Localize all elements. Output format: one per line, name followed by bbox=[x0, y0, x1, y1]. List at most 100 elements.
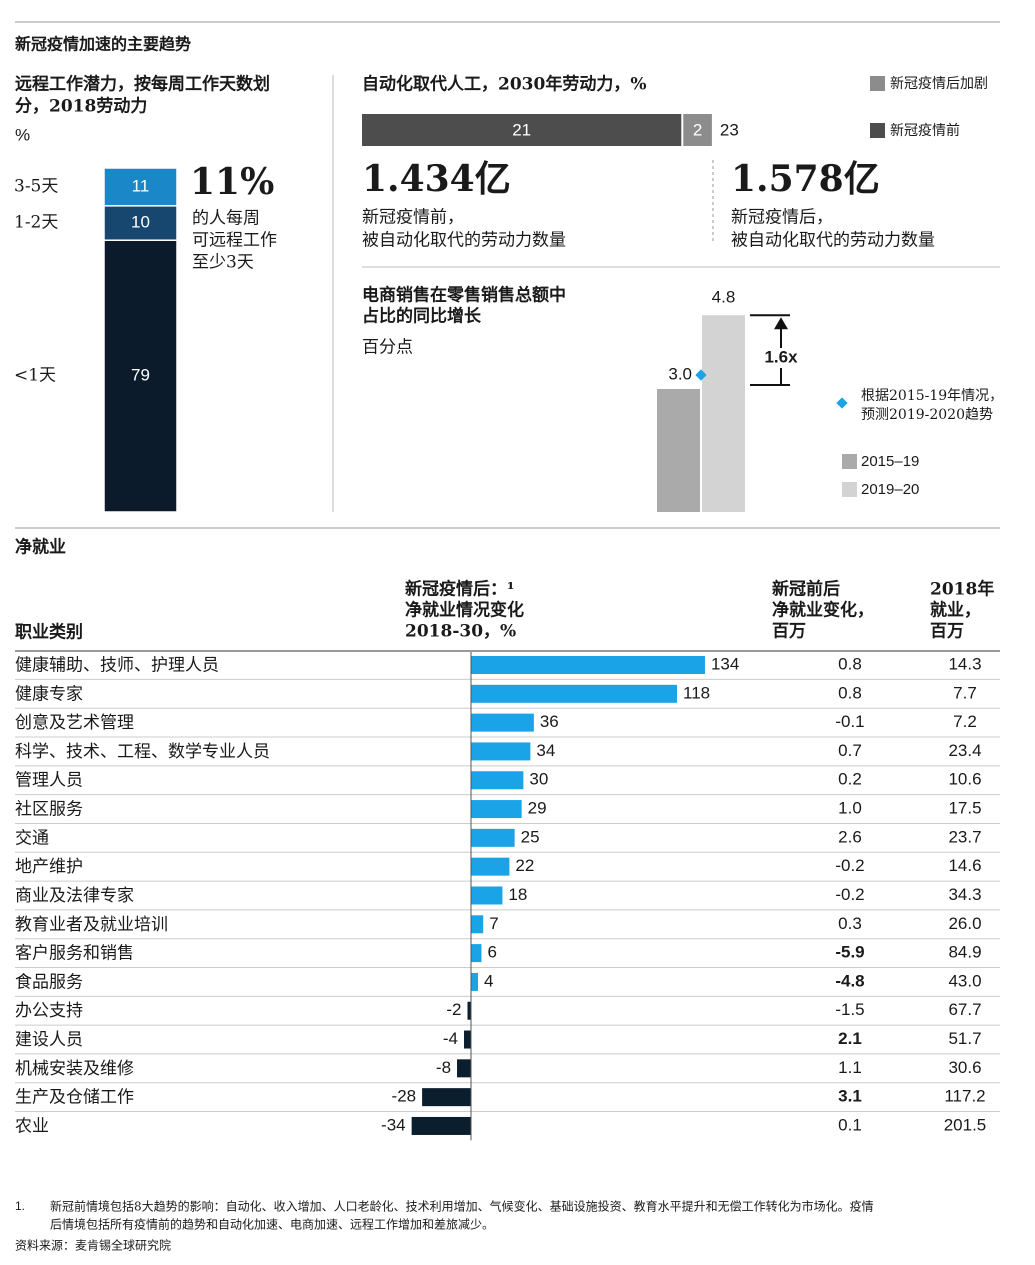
bar bbox=[471, 656, 705, 674]
segment-label: 21 bbox=[512, 120, 531, 139]
cell: 1.0 bbox=[838, 799, 862, 818]
cell: 7.7 bbox=[953, 683, 977, 702]
bar-segment bbox=[683, 114, 712, 146]
cell: 0.2 bbox=[838, 770, 862, 789]
unit-label: 百分点 bbox=[362, 338, 413, 358]
value-label: 30 bbox=[529, 770, 548, 789]
value-label: 118 bbox=[683, 683, 710, 702]
column-header: 净就业变化， bbox=[772, 600, 874, 621]
bar bbox=[457, 1059, 471, 1078]
segment-label: 10 bbox=[131, 213, 150, 232]
cell: 67.7 bbox=[948, 1000, 981, 1019]
segment bbox=[103, 205, 178, 241]
legend-swatch bbox=[842, 482, 857, 497]
projection-note: 预测2019-2020趋势 bbox=[861, 407, 993, 423]
chart-title: 自动化取代人工，2030年劳动力，% bbox=[362, 74, 646, 95]
footnote: 后情境包括所有疫情前的趋势和自动化加速、电商加速、远程工作增加和差旅减少。 bbox=[50, 1217, 494, 1232]
category-label: 3-5天 bbox=[14, 176, 58, 196]
annotation: 1.6x bbox=[764, 347, 798, 366]
projection-note: 根据2015-19年情况， bbox=[861, 388, 1003, 404]
legend-label: 新冠疫情前 bbox=[890, 122, 960, 139]
column-header: 2018-30，% bbox=[405, 622, 516, 642]
legend-label: 2019–20 bbox=[861, 481, 919, 498]
cell: -4.8 bbox=[835, 971, 864, 990]
legend-label: 新冠疫情后加剧 bbox=[890, 76, 988, 92]
legend-label: 2015–19 bbox=[861, 453, 919, 470]
column-header: 净就业情况变化 bbox=[405, 600, 524, 621]
unit-label: % bbox=[15, 125, 30, 144]
page-title: 新冠疫情加速的主要趋势 bbox=[15, 35, 191, 54]
category-label: 教育业者及就业培训 bbox=[15, 915, 168, 935]
category-label: 健康专家 bbox=[15, 684, 83, 704]
chart-title: 分，2018劳动力 bbox=[15, 96, 147, 117]
arrow-head bbox=[774, 317, 788, 330]
value-label: 4.8 bbox=[712, 288, 736, 307]
value-label: 29 bbox=[528, 799, 547, 818]
cell: -1.5 bbox=[835, 1000, 864, 1019]
category-label: 生产及仓储工作 bbox=[15, 1088, 134, 1108]
bar bbox=[702, 315, 745, 512]
stat-value: 1.578亿 bbox=[731, 158, 880, 200]
cell: 2.6 bbox=[838, 827, 862, 846]
cell: 0.8 bbox=[838, 683, 862, 702]
bar bbox=[471, 800, 522, 819]
category-label: 创意及艺术管理 bbox=[15, 713, 134, 733]
bar bbox=[471, 886, 503, 905]
cell: 23.7 bbox=[948, 827, 981, 846]
cell: 43.0 bbox=[948, 971, 981, 990]
column-header: 新冠前后 bbox=[772, 579, 840, 600]
stat-value: 1.434亿 bbox=[362, 158, 511, 200]
cell: -5.9 bbox=[835, 943, 864, 962]
chart-title: 净就业 bbox=[15, 537, 66, 558]
value-label: 36 bbox=[540, 712, 559, 731]
bar bbox=[411, 1116, 471, 1135]
value-label: -8 bbox=[436, 1058, 451, 1077]
value-label: 7 bbox=[489, 914, 498, 933]
value-label: 34 bbox=[536, 741, 555, 760]
value-label: -34 bbox=[381, 1115, 406, 1134]
segment bbox=[103, 239, 178, 513]
value-label: 18 bbox=[508, 885, 527, 904]
bar bbox=[464, 1030, 471, 1049]
category-label: <1天 bbox=[14, 366, 56, 386]
chart-title: 电商销售在零售销售总额中 bbox=[362, 285, 566, 306]
bar bbox=[471, 684, 678, 703]
cell: 201.5 bbox=[944, 1115, 987, 1134]
cell: 17.5 bbox=[948, 799, 981, 818]
column-header: 就业， bbox=[930, 600, 981, 621]
category-label: 健康辅助、技师、护理人员 bbox=[15, 656, 219, 676]
category-label: 管理人员 bbox=[15, 771, 83, 791]
bar bbox=[467, 1001, 471, 1020]
column-header: 职业类别 bbox=[15, 622, 83, 643]
bar bbox=[471, 742, 531, 761]
value-label: 4 bbox=[484, 971, 493, 990]
category-label: 食品服务 bbox=[15, 972, 83, 992]
headline: 11% bbox=[190, 161, 274, 203]
column-header: 百万 bbox=[772, 622, 806, 642]
segment-label: 11 bbox=[132, 176, 150, 195]
bar bbox=[471, 828, 515, 847]
stat-caption: 新冠疫情前， bbox=[362, 208, 464, 228]
projection-marker bbox=[695, 369, 707, 381]
bar bbox=[471, 944, 482, 963]
category-label: 科学、技术、工程、数学专业人员 bbox=[15, 742, 270, 762]
headline-caption: 可远程工作 bbox=[192, 231, 277, 251]
legend-marker bbox=[836, 397, 848, 409]
cell: 30.6 bbox=[948, 1058, 981, 1077]
category-label: 客户服务和销售 bbox=[15, 944, 134, 964]
bar bbox=[422, 1088, 471, 1107]
bar bbox=[471, 857, 510, 876]
value-label: 22 bbox=[515, 856, 534, 875]
cell: 14.6 bbox=[948, 856, 981, 875]
cell: 0.3 bbox=[838, 914, 862, 933]
bar-segment bbox=[362, 114, 682, 146]
category-label: 机械安装及维修 bbox=[15, 1059, 134, 1079]
value-label: 6 bbox=[487, 943, 496, 962]
bar bbox=[471, 972, 478, 991]
segment-label: 2 bbox=[693, 120, 702, 139]
category-label: 农业 bbox=[15, 1116, 49, 1136]
segment-label: 79 bbox=[131, 366, 150, 385]
cell: 10.6 bbox=[948, 770, 981, 789]
category-label: 社区服务 bbox=[15, 800, 83, 820]
